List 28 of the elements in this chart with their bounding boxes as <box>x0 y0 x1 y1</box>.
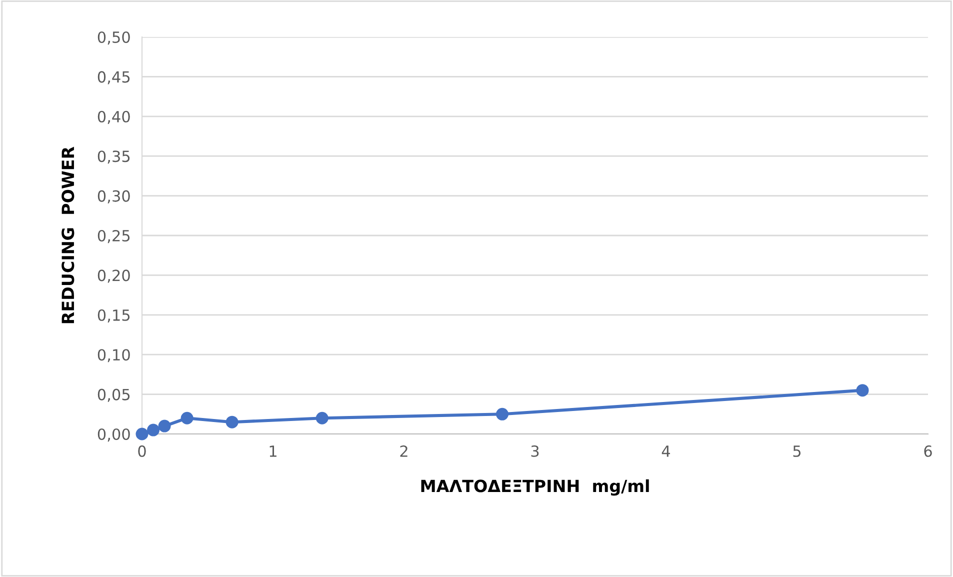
y-tick-label: 0,05 <box>98 388 130 402</box>
y-tick-label: 0,20 <box>98 270 130 283</box>
point <box>856 384 869 397</box>
y-tick-label: 0,00 <box>98 428 130 442</box>
y-tick-label: 0,50 <box>98 31 130 45</box>
point <box>180 412 194 424</box>
y-tick-label: 0,45 <box>98 71 130 84</box>
x-tick-label: 5 <box>793 446 801 457</box>
y-axis-title: REDUCING POWER <box>62 146 74 324</box>
x-tick-label: 1 <box>270 446 276 457</box>
point <box>158 420 171 432</box>
point <box>226 416 238 428</box>
y-tick-label: 0,30 <box>98 190 130 204</box>
x-axis-title: ΜΑΛΤΟΔΕΞΤΡΙΝΗ mg/ml <box>421 479 649 496</box>
y-tick-label: 0,40 <box>98 110 130 124</box>
y-tick-label: 0,10 <box>98 349 130 362</box>
y-tick-label: 0,25 <box>98 230 130 244</box>
y-tick-label: 0,15 <box>98 309 130 322</box>
x-tick-label: 6 <box>924 445 932 457</box>
point <box>147 424 160 436</box>
x-tick-label: 2 <box>400 445 408 457</box>
point <box>316 412 328 424</box>
point <box>136 428 148 440</box>
x-tick-label: 3 <box>531 445 539 457</box>
point <box>496 408 508 420</box>
x-tick-label: 0 <box>138 445 146 457</box>
x-tick-label: 4 <box>662 446 670 457</box>
y-tick-label: 0,35 <box>98 150 130 164</box>
